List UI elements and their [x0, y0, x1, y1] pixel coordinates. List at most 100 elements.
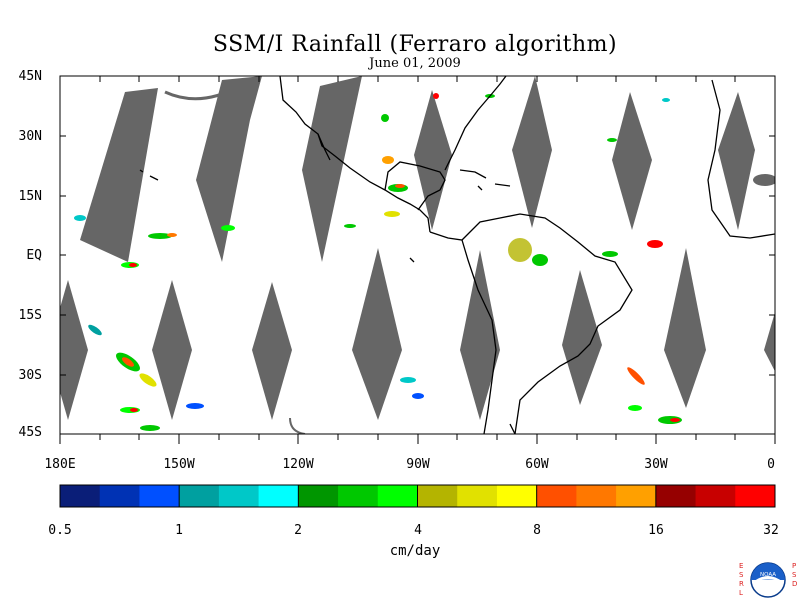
colorbar-swatch [457, 485, 498, 507]
colorbar-swatch [258, 485, 299, 507]
logo-letter: S [739, 571, 744, 579]
rain-patch [120, 407, 140, 413]
colorbar-label-2: 2 [294, 523, 302, 538]
antarctic-edge [509, 423, 516, 434]
colorbar-swatch [417, 485, 458, 507]
colorbar-swatch [377, 485, 418, 507]
colorbar-swatch [536, 485, 577, 507]
rain-patch [658, 416, 682, 424]
noaa-emblem-text: NOAA [760, 572, 776, 578]
rain-patch [88, 324, 102, 336]
rain-patches [74, 93, 775, 431]
rain-patch [116, 352, 140, 372]
logo-letter: P [792, 562, 796, 570]
rain-patch [753, 174, 775, 186]
colorbar-label-8: 8 [533, 523, 541, 538]
rain-patch [388, 184, 408, 192]
swath-gap [414, 90, 452, 230]
south-america-west [461, 239, 497, 434]
logo-letter: E [739, 562, 743, 570]
map-date: June 01, 2009 [369, 56, 461, 71]
lon-label-180e: 180E [44, 457, 76, 472]
swath-gap [196, 76, 262, 262]
rain-patch [148, 233, 177, 239]
lon-label-90w: 90W [406, 457, 430, 472]
rain-patch [607, 138, 617, 142]
swath-gap [460, 250, 500, 420]
lat-label-30s: 30S [18, 368, 42, 383]
africa-coast [707, 79, 775, 239]
swath-gap [512, 76, 552, 228]
colorbar-swatch [695, 485, 736, 507]
rain-patch [412, 393, 424, 399]
lon-label-0: 0 [767, 457, 775, 472]
swath-gaps [60, 76, 775, 434]
pacific-islands [139, 169, 415, 263]
colorbar-frame [59, 484, 776, 508]
swath-gap [80, 88, 158, 262]
us-east-coast [444, 76, 507, 171]
swath-gap [152, 280, 192, 420]
rain-patch [508, 238, 548, 266]
rain-patch [140, 425, 160, 431]
colorbar-label-4: 4 [414, 523, 422, 538]
map-title: SSM/I Rainfall (Ferraro algorithm) [212, 32, 618, 57]
lat-label-15n: 15N [18, 189, 42, 204]
logo-letter: R [739, 580, 744, 588]
noaa-emblem-bird [753, 576, 783, 582]
rain-patch [221, 225, 235, 231]
lat-label-45s: 45S [18, 425, 42, 440]
rain-patch [121, 262, 139, 268]
colorbar-swatch [218, 485, 260, 507]
swath-gap [60, 280, 88, 420]
colorbar-swatch [298, 485, 339, 507]
colorbar-label-32: 32 [763, 523, 779, 538]
lat-label-45n: 45N [18, 69, 42, 84]
rain-patch [381, 114, 389, 122]
rain-patch [433, 93, 439, 99]
baja [317, 133, 331, 161]
caribbean-islands [459, 169, 511, 191]
coastlines [139, 76, 775, 434]
colorbar-swatch [139, 485, 180, 507]
colorbar-swatch [616, 485, 657, 507]
colorbar [60, 485, 776, 507]
swath-gap [352, 248, 402, 420]
south-america-coast [429, 213, 633, 434]
colorbar-units: cm/day [389, 543, 441, 559]
colorbar-label-0-5: 0.5 [48, 523, 72, 538]
lat-label-eq: EQ [26, 248, 42, 263]
north-america-coast [279, 76, 431, 233]
colorbar-label-1: 1 [175, 523, 183, 538]
colorbar-swatch [179, 485, 220, 507]
swath-gap [562, 270, 602, 405]
swath-gap [764, 312, 775, 372]
rain-patch [384, 211, 400, 217]
swath-gap [612, 92, 652, 230]
colorbar-swatch [99, 485, 140, 507]
swath-gap [302, 76, 362, 262]
lon-label-30w: 30W [644, 457, 668, 472]
colorbar-label-16: 16 [648, 523, 664, 538]
colorbar-swatch [655, 485, 697, 507]
rain-patch [602, 251, 618, 257]
rain-patch [382, 156, 394, 164]
lat-label-30n: 30N [18, 129, 42, 144]
logo-letter: L [739, 589, 743, 597]
rain-patch [662, 98, 670, 102]
noaa-emblem-sky [751, 563, 785, 580]
rain-patch [627, 367, 645, 385]
lon-label-120w: 120W [282, 457, 314, 472]
rain-patch [74, 215, 86, 221]
rain-patch [400, 377, 416, 383]
rain-patch [647, 240, 663, 248]
swath-gap [252, 282, 292, 420]
rain-patch [139, 373, 157, 387]
colorbar-swatch [735, 485, 776, 507]
swath-gap [664, 248, 706, 408]
gulf-coast [384, 161, 446, 211]
colorbar-swatch [576, 485, 617, 507]
